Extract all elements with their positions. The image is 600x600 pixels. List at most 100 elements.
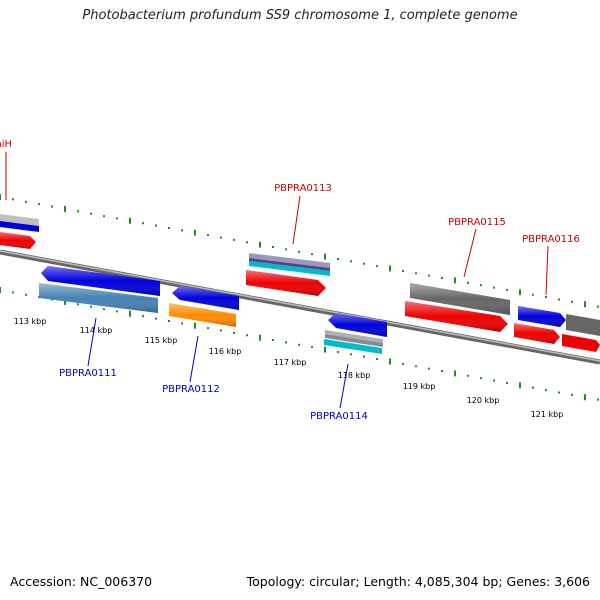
ruler-label-119: 119 kbp [403, 382, 436, 391]
gene-label-thiH: thiH [0, 139, 12, 150]
forward-ruler-major-tick [584, 301, 586, 308]
forward-ruler-major-tick [259, 241, 261, 248]
reverse-ruler-minor-tick [246, 334, 248, 337]
forward-ruler-major-tick [324, 253, 326, 260]
forward-ruler-minor-tick [285, 248, 287, 251]
reverse-ruler-minor-tick [116, 310, 118, 313]
forward-ruler-minor-tick [181, 229, 183, 232]
forward-ruler-minor-tick [467, 281, 469, 284]
forward-ruler-minor-tick [558, 298, 560, 301]
gene-PBPRA0111[interactable] [39, 266, 160, 313]
reverse-ruler-major-tick [584, 394, 586, 401]
reverse-ruler-minor-tick [311, 346, 313, 349]
reverse-ruler-minor-tick [168, 320, 170, 322]
ruler-label-118: 118 kbp [338, 371, 371, 380]
forward-ruler-major-tick [129, 217, 131, 224]
reverse-ruler-major-tick [389, 358, 391, 365]
forward-ruler-minor-tick [493, 286, 495, 289]
reverse-ruler-ticks [0, 287, 599, 401]
forward-ruler-minor-tick [77, 210, 79, 213]
reverse-ruler-major-tick [324, 346, 326, 353]
forward-ruler-minor-tick [272, 246, 274, 248]
forward-ruler-minor-tick [51, 205, 53, 208]
gene-PBPRA0116[interactable] [514, 306, 600, 352]
reverse-ruler-minor-tick [142, 315, 144, 318]
gene-label-PBPRA0111: PBPRA0111 [59, 368, 117, 379]
forward-ruler-minor-tick [350, 260, 352, 263]
forward-ruler-minor-tick [363, 262, 365, 265]
reverse-ruler-minor-tick [298, 343, 300, 346]
forward-ruler-minor-tick [545, 296, 547, 299]
topology-summary-text: Topology: circular; Length: 4,085,304 bp… [246, 574, 590, 589]
reverse-ruler-minor-tick [272, 339, 274, 341]
forward-ruler-minor-tick [25, 200, 27, 203]
forward-ruler-major-tick [454, 277, 456, 284]
reverse-ruler-minor-tick [350, 353, 352, 356]
forward-ruler-minor-tick [311, 253, 313, 256]
ruler-label-121: 121 kbp [531, 410, 564, 419]
gene-label-PBPRA0115: PBPRA0115 [448, 217, 506, 228]
reverse-ruler-minor-tick [571, 393, 573, 396]
forward-ruler-major-tick [0, 194, 1, 200]
forward-ruler-minor-tick [155, 224, 157, 227]
reverse-ruler-minor-tick [12, 291, 14, 294]
reverse-ruler-minor-tick [493, 379, 495, 382]
forward-ruler-minor-tick [337, 258, 339, 260]
forward-ruler-minor-tick [90, 212, 92, 215]
reverse-ruler-minor-tick [532, 386, 534, 389]
forward-ruler-minor-tick [142, 222, 144, 225]
gene-PBPRA0115[interactable] [405, 283, 510, 332]
ruler-label-116: 116 kbp [209, 347, 242, 356]
forward-ruler-minor-tick [376, 265, 378, 268]
forward-ruler-minor-tick [415, 272, 417, 275]
map-title: Photobacterium profundum SS9 chromosome … [82, 8, 518, 23]
ruler-label-113: 113 kbp [14, 317, 47, 326]
forward-ruler-minor-tick [532, 293, 534, 296]
reverse-ruler-minor-tick [285, 341, 287, 344]
forward-ruler-minor-tick [506, 288, 508, 291]
forward-ruler-minor-tick [220, 236, 222, 239]
reverse-ruler-minor-tick [467, 374, 469, 377]
reverse-ruler-minor-tick [155, 317, 157, 320]
forward-ruler-major-tick [389, 265, 391, 272]
ruler-label-117: 117 kbp [274, 358, 307, 367]
gene-labels: thiH PBPRA0113 PBPRA0115 PBPRA0116 PBPRA… [0, 139, 580, 422]
reverse-ruler-minor-tick [25, 293, 27, 296]
gene-thiH[interactable] [0, 214, 39, 249]
reverse-ruler-minor-tick [558, 391, 560, 394]
label-leader-lines [5, 152, 549, 409]
reverse-ruler-minor-tick [506, 381, 508, 384]
reverse-ruler-minor-tick [181, 322, 183, 325]
forward-ruler-minor-tick [116, 217, 118, 220]
reverse-ruler-major-tick [259, 334, 261, 341]
reverse-ruler-major-tick [454, 370, 456, 377]
reverse-ruler-minor-tick [415, 365, 417, 368]
ruler-label-114: 114 kbp [80, 326, 113, 335]
reverse-ruler-minor-tick [545, 389, 547, 392]
forward-ruler-minor-tick [233, 238, 235, 241]
reverse-ruler-minor-tick [77, 303, 79, 306]
gene-PBPRA0112[interactable] [169, 286, 239, 327]
gene-PBPRA0114[interactable] [324, 313, 387, 354]
forward-ruler-minor-tick [480, 284, 482, 287]
reverse-ruler-minor-tick [480, 377, 482, 380]
chromosome-backbone [0, 249, 600, 365]
gene-label-PBPRA0116: PBPRA0116 [522, 234, 580, 245]
reverse-ruler-major-tick [129, 310, 131, 317]
ruler-labels: 113 kbp 114 kbp 115 kbp 116 kbp 117 kbp … [14, 317, 564, 419]
reverse-ruler-minor-tick [376, 358, 378, 361]
gene-label-PBPRA0112: PBPRA0112 [162, 384, 220, 395]
reverse-ruler-minor-tick [337, 351, 339, 353]
gene-PBPRA0113[interactable] [246, 253, 330, 296]
forward-ruler-minor-tick [38, 203, 40, 206]
ruler-label-120: 120 kbp [467, 396, 500, 405]
forward-ruler-major-tick [519, 289, 521, 296]
reverse-ruler-minor-tick [441, 370, 443, 372]
forward-ruler-minor-tick [402, 269, 404, 272]
gene-label-PBPRA0114: PBPRA0114 [310, 411, 368, 422]
reverse-ruler-major-tick [64, 298, 66, 305]
reverse-ruler-minor-tick [90, 305, 92, 308]
forward-ruler-ticks [0, 194, 599, 308]
